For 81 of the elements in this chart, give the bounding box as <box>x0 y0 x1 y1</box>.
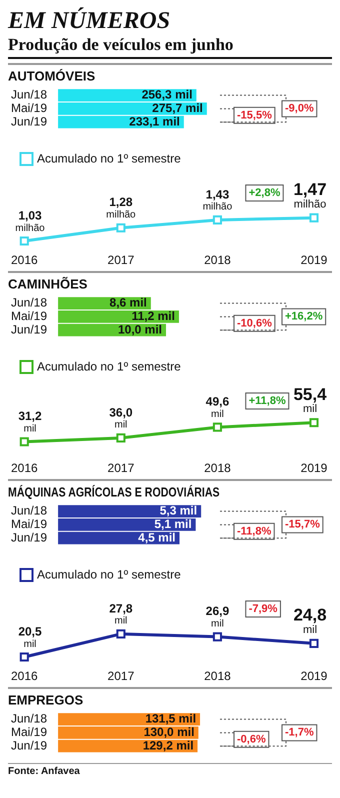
text: -9,0% <box>285 102 314 115</box>
x-tick-label: 2017 <box>108 253 135 268</box>
data-label: 11,2 mil <box>132 309 175 324</box>
y-tick-label: Jun/18 <box>11 712 48 726</box>
data-label: 5,1 mil <box>154 517 192 532</box>
point <box>20 652 29 662</box>
y-tick-label: Jun/19 <box>11 114 48 128</box>
x-tick-label: 2018 <box>204 253 232 268</box>
point <box>116 629 126 638</box>
data-label: 26,9 mil <box>206 604 230 630</box>
chart-title: AUTOMÓVEIS <box>8 68 96 84</box>
data-label: 4,5 mil <box>138 530 176 544</box>
chart-title: MÁQUINAS AGRÍCOLAS E RODOVIÁRIAS <box>8 484 220 500</box>
legend-label: Acumulado no 1º semestre <box>37 359 182 374</box>
x-tick-label: 2017 <box>108 461 135 476</box>
data-label: 24,8 mil <box>293 606 327 636</box>
x-tick-label: 2019 <box>300 669 328 684</box>
data-label: 8,6 mil <box>110 296 147 310</box>
x-tick-label: 2016 <box>10 461 38 476</box>
point <box>116 223 126 232</box>
y-tick-label: Jun/18 <box>11 296 48 310</box>
text: +11,8% <box>248 395 286 408</box>
point <box>116 433 126 442</box>
data-label: 131,5 mil <box>145 712 196 726</box>
y-tick-label: Mai/19 <box>11 101 48 116</box>
chart-title: CAMINHÕES <box>8 276 88 292</box>
y-tick-label: Mai/19 <box>11 309 48 324</box>
text: -11,8% <box>237 525 272 538</box>
data-label: 27,8 mil <box>109 601 133 627</box>
data-label: 1,03 milhão <box>15 208 46 234</box>
data-label: 256,3 mil <box>142 88 192 102</box>
text: -0,6% <box>237 733 266 746</box>
point <box>212 422 222 432</box>
text: +16,2% <box>285 310 323 323</box>
point <box>309 213 319 222</box>
y-tick-label: Jun/19 <box>11 322 48 336</box>
text: -1,7% <box>285 726 314 739</box>
data-label: 55,4 mil <box>293 384 328 416</box>
x-tick-label: 2019 <box>300 253 328 268</box>
text: EM NÚMEROS <box>8 8 172 35</box>
data-label: 31,2 mil <box>18 409 42 434</box>
chart-title: EMPREGOS <box>8 692 84 708</box>
y-tick-label: Jun/19 <box>11 738 48 752</box>
point <box>212 632 222 642</box>
y-tick-label: Mai/19 <box>11 517 48 532</box>
point <box>309 418 319 428</box>
data-label: 129,2 mil <box>142 738 194 752</box>
x-tick-label: 2017 <box>108 669 135 684</box>
x-tick-label: 2016 <box>10 669 38 684</box>
data-label: 275,7 mil <box>152 101 203 116</box>
y-tick-label: Jun/19 <box>11 530 48 544</box>
x-tick-label: 2016 <box>10 253 38 268</box>
x-tick-label: 2018 <box>204 669 232 684</box>
data-label: 1,28 milhão <box>106 195 136 221</box>
data-label: 1,47 milhão <box>293 180 327 210</box>
y-tick-label: Mai/19 <box>11 725 48 740</box>
point <box>20 437 29 446</box>
text: -10,6% <box>237 317 272 330</box>
legend-label: Acumulado no 1º semestre <box>37 151 182 166</box>
x-tick-label: 2018 <box>204 461 232 476</box>
legend-label: Acumulado no 1º semestre <box>37 567 182 582</box>
y-tick-label: Jun/18 <box>11 504 48 518</box>
text: -15,5% <box>237 109 272 122</box>
x-tick-label: 2019 <box>300 461 328 476</box>
text: -15,7% <box>285 518 320 531</box>
point <box>212 215 222 224</box>
point <box>309 638 319 648</box>
data-label: 10,0 mil <box>118 322 162 336</box>
data-label: 233,1 mil <box>129 114 180 128</box>
data-label: 5,3 mil <box>160 504 198 518</box>
text: +2,8% <box>248 187 280 200</box>
text: Produção de veículos em junho <box>8 35 332 59</box>
text: -7,9% <box>248 603 278 616</box>
data-label: 49,6 mil <box>206 394 230 420</box>
data-label: 130,0 mil <box>144 725 194 740</box>
point <box>20 236 29 246</box>
y-tick-label: Jun/18 <box>11 88 48 102</box>
data-label: 20,5 mil <box>18 624 42 650</box>
data-label: 1,43 milhão <box>202 187 233 213</box>
source-note: Fonte: Anfavea <box>8 763 332 777</box>
data-label: 36,0 mil <box>109 405 133 431</box>
